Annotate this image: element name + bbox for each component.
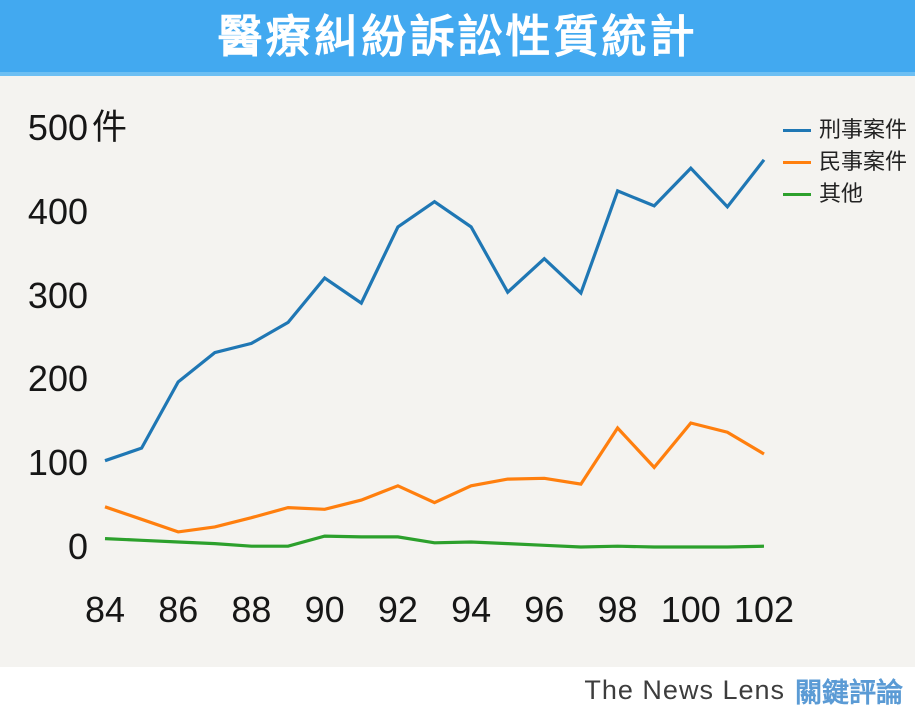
y-tick-label: 100: [27, 442, 88, 484]
legend-label: 其他: [819, 181, 864, 206]
x-tick-label: 98: [597, 589, 638, 630]
legend-swatch: [783, 128, 811, 132]
legend-label: 刑事案件: [819, 117, 908, 142]
legend-swatch: [783, 192, 811, 196]
legend-item-刑事案件: 刑事案件: [783, 114, 907, 146]
x-tick-label: 100: [660, 589, 721, 630]
chart-legend: 刑事案件民事案件其他: [783, 114, 907, 210]
x-tick-label: 88: [231, 589, 272, 630]
legend-swatch: [783, 160, 811, 164]
brand-name-en: The News Lens: [584, 674, 785, 705]
legend-item-其他: 其他: [783, 178, 907, 210]
legend-label: 民事案件: [819, 149, 908, 174]
y-axis-unit-label: 件: [92, 108, 128, 147]
y-tick-label: 400: [27, 190, 88, 232]
x-tick-label: 86: [158, 589, 199, 630]
y-tick-label: 200: [27, 358, 88, 400]
x-tick-label: 102: [733, 589, 795, 630]
chart-title: 醫療糾紛訴訟性質統計: [217, 10, 698, 62]
series-line-民事案件: [104, 421, 765, 534]
x-tick-label: 84: [84, 589, 126, 630]
footer-brand-bar: The News Lens 關鍵評論: [0, 667, 915, 713]
y-tick-label: 500: [27, 107, 88, 148]
brand-name-zh: 關鍵評論: [795, 677, 903, 708]
x-tick-label: 90: [304, 589, 345, 630]
y-tick-label: 0: [67, 526, 88, 567]
series-line-刑事案件: [104, 158, 766, 463]
y-tick-label: 300: [27, 274, 88, 316]
chart-header: 醫療糾紛訴訟性質統計: [0, 0, 915, 76]
legend-item-民事案件: 民事案件: [783, 146, 907, 178]
x-tick-label: 94: [451, 589, 492, 630]
x-tick-label: 92: [377, 589, 418, 630]
x-tick-label: 96: [524, 589, 565, 630]
series-line-其他: [104, 534, 765, 549]
